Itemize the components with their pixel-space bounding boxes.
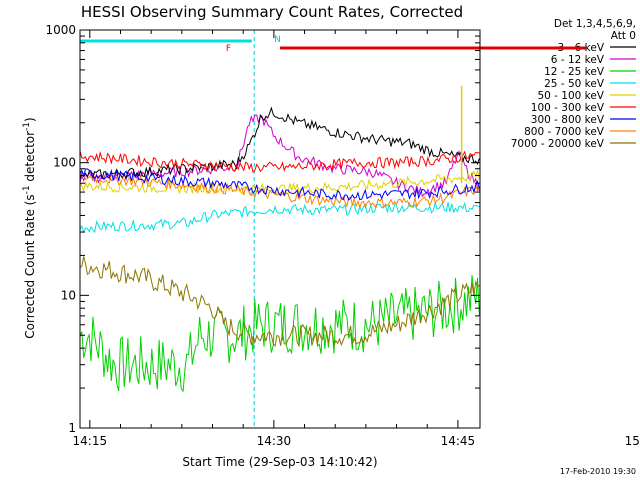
legend-label: 25 - 50 keV — [544, 78, 605, 90]
legend-label: 12 - 25 keV — [544, 66, 605, 78]
x-tick-label: 15:00 — [625, 434, 640, 448]
legend-header-line1: Det 1,3,4,5,6,9, — [554, 18, 636, 30]
y-tick-label: 1 — [68, 421, 76, 435]
y-tick-label: 100 — [53, 156, 76, 170]
legend-label: 50 - 100 keV — [537, 90, 604, 102]
y-axis-label: Corrected Count Rate (s-1 detector-1) — [22, 117, 37, 338]
series-line-6 — [80, 168, 480, 201]
series-line-3 — [80, 200, 480, 234]
x-tick-label: 14:15 — [73, 434, 108, 448]
y-tick-label: 10 — [61, 288, 76, 302]
y-tick-label: 1000 — [45, 23, 76, 37]
axes: 110100100014:1514:3014:4515:0015:1515:30… — [45, 23, 640, 448]
series-line-2 — [80, 275, 480, 393]
legend-label: 800 - 7000 keV — [524, 126, 605, 138]
plot-frame — [79, 29, 481, 429]
marker-n: N — [274, 35, 281, 45]
series-line-0 — [80, 106, 480, 180]
legend-header-line2: Att 0 — [611, 30, 636, 42]
series-line-8 — [80, 256, 480, 348]
x-axis-label: Start Time (29-Sep-03 14:10:42) — [182, 455, 377, 469]
plot-area: FN — [80, 30, 586, 428]
timestamp: 17-Feb-2010 19:30 — [560, 467, 636, 476]
marker-f: F — [226, 44, 231, 54]
legend-label: 100 - 300 keV — [531, 102, 605, 114]
series-line-5 — [80, 150, 480, 174]
x-tick-label: 14:30 — [257, 434, 292, 448]
legend-label: 7000 - 20000 keV — [511, 138, 605, 150]
series-line-4 — [80, 168, 480, 196]
legend-label: 6 - 12 keV — [551, 54, 605, 66]
chart-title: HESSI Observing Summary Count Rates, Cor… — [81, 3, 463, 21]
legend-label: 300 - 800 keV — [531, 114, 605, 126]
series-line-1 — [80, 114, 480, 198]
x-tick-label: 14:45 — [441, 434, 476, 448]
